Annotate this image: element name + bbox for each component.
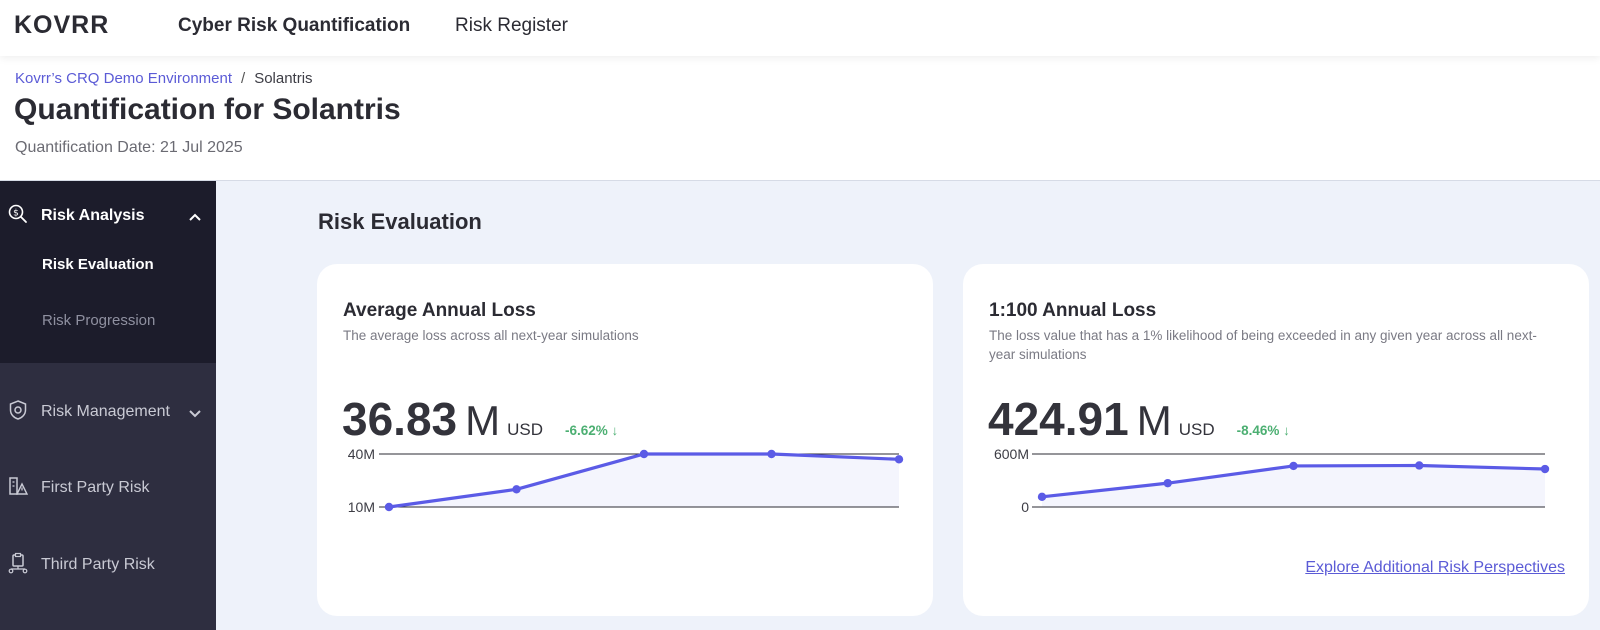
nav-link-risk-register[interactable]: Risk Register — [455, 15, 568, 36]
nav-link-cyber-risk-quantification[interactable]: Cyber Risk Quantification — [178, 15, 411, 36]
card-description: The average loss across all next-year si… — [343, 328, 639, 343]
annual-loss-1-100-chart: 600M 0 — [994, 449, 1550, 515]
metric: 424.91 M USD -8.46% ↓ — [988, 392, 1290, 446]
metric-currency: USD — [507, 420, 544, 439]
sidebar-group-risk-analysis[interactable]: $ Risk Analysis — [0, 181, 216, 243]
sidebar: $ Risk Analysis Risk Evaluation Risk Pro… — [0, 181, 216, 630]
sidebar-item-risk-progression[interactable]: Risk Progression — [42, 312, 156, 329]
network-clipboard-icon — [8, 552, 28, 574]
chart-point — [767, 449, 776, 459]
metric: 36.83 M USD -6.62% ↓ — [342, 392, 618, 446]
card-description: The loss value that has a 1% likelihood … — [989, 328, 1537, 362]
chart-point — [384, 502, 394, 512]
average-annual-loss-card: Average Annual Loss The average loss acr… — [317, 264, 933, 616]
chart-tick-label: 600M — [994, 449, 1029, 462]
kovrr-logo[interactable]: KOVRR — [14, 11, 110, 39]
chart-tick-label: 40M — [348, 449, 375, 462]
search-dollar-icon: $ — [8, 204, 27, 223]
header-divider — [0, 180, 1600, 181]
top-nav: KOVRR Cyber Risk Quantification Risk Reg… — [0, 0, 1600, 56]
chevron-down-icon[interactable] — [188, 406, 202, 420]
chart-point — [1163, 478, 1172, 488]
chart-point — [512, 485, 521, 494]
breadcrumb-current: Solantris — [254, 70, 313, 87]
average-annual-loss-chart: 40M 10M — [348, 449, 904, 515]
metric-change-badge: -8.46% ↓ — [1236, 423, 1290, 438]
quantification-date: Quantification Date: 21 Jul 2025 — [15, 139, 243, 156]
chart-area — [389, 454, 899, 507]
chevron-up-icon[interactable] — [188, 210, 202, 224]
breadcrumb-link-environment[interactable]: Kovrr’s CRQ Demo Environment — [15, 70, 233, 87]
sidebar-item-risk-evaluation[interactable]: Risk Evaluation — [42, 256, 154, 273]
chart-point — [1037, 492, 1047, 502]
explore-risk-perspectives-link[interactable]: Explore Additional Risk Perspectives — [1305, 559, 1565, 576]
metric-change-badge: -6.62% ↓ — [565, 423, 619, 438]
sidebar-item-third-party-risk[interactable]: Third Party Risk — [41, 556, 155, 573]
main-content: Risk Evaluation Average Annual Loss The … — [216, 181, 1600, 630]
chart-area — [1042, 465, 1545, 507]
sidebar-item-first-party-risk[interactable]: First Party Risk — [41, 479, 150, 496]
sidebar-item-risk-management[interactable]: Risk Management — [41, 403, 170, 420]
annual-loss-1-100-card: 1:100 Annual Loss The loss value that ha… — [963, 264, 1589, 616]
chart-point — [1540, 464, 1550, 474]
sidebar-group-label: Risk Analysis — [41, 207, 145, 224]
metric-unit: M — [465, 397, 501, 444]
metric-currency: USD — [1178, 420, 1215, 439]
svg-text:$: $ — [13, 209, 19, 219]
shield-gear-icon — [9, 400, 27, 420]
section-title: Risk Evaluation — [318, 209, 482, 234]
card-title: Average Annual Loss — [343, 300, 536, 321]
chart-tick-label: 0 — [1021, 499, 1029, 515]
metric-unit: M — [1136, 397, 1172, 444]
card-title: 1:100 Annual Loss — [989, 300, 1157, 321]
breadcrumb: Kovrr’s CRQ Demo Environment / Solantris — [15, 70, 313, 87]
building-warning-icon — [9, 477, 29, 495]
chart-tick-label: 10M — [348, 499, 375, 515]
sidebar-submenu-risk-analysis: Risk Evaluation Risk Progression — [0, 243, 216, 363]
page-title: Quantification for Solantris — [14, 93, 401, 126]
chart-point — [894, 455, 904, 464]
metric-value: 424.91 — [988, 393, 1129, 445]
chart-point — [1289, 461, 1298, 471]
metric-value: 36.83 — [342, 393, 458, 445]
chart-point — [1415, 461, 1424, 470]
breadcrumb-separator: / — [241, 70, 246, 87]
chart-point — [639, 449, 649, 459]
